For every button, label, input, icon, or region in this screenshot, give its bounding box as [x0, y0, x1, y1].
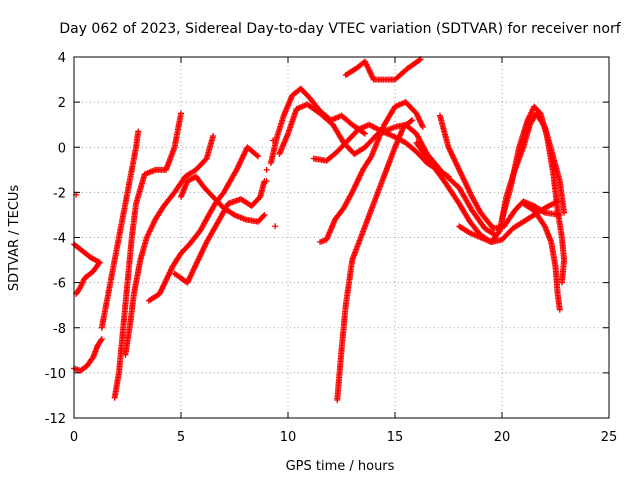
x-axis-label: GPS time / hours: [286, 459, 395, 474]
data-point: [272, 223, 279, 230]
y-tick-label: 0: [58, 141, 66, 156]
y-tick-label: -2: [53, 186, 66, 201]
data-point: [253, 152, 260, 159]
data-point: [416, 57, 423, 64]
data-point: [178, 110, 184, 117]
y-tick-label: -6: [53, 277, 66, 292]
chart-title: Day 062 of 2023, Sidereal Day-to-day VTE…: [59, 21, 621, 37]
ticks: 0 5 10 15 20 25 -12 -10 -8 -6 -4 -2 0 2 4: [45, 51, 618, 445]
x-tick-label: 25: [601, 430, 618, 445]
grid: [74, 57, 609, 418]
x-tick-label: 10: [280, 430, 297, 445]
x-tick-label: 0: [70, 430, 78, 445]
data-point: [255, 153, 262, 160]
x-tick-label: 20: [494, 430, 511, 445]
y-tick-label: -12: [45, 412, 66, 427]
y-tick-label: 2: [58, 96, 66, 111]
data-point: [261, 211, 268, 218]
y-tick-label: 4: [58, 51, 66, 66]
data-point: [360, 129, 367, 136]
y-tick-label: -4: [53, 232, 66, 247]
data-point: [270, 137, 277, 144]
data-point: [556, 306, 563, 313]
y-axis-label: SDTVAR / TECUs: [7, 185, 22, 292]
data-point: [98, 336, 105, 343]
data-point: [558, 279, 565, 286]
data-point: [407, 118, 414, 125]
y-tick-label: -10: [45, 367, 66, 382]
data-point: [135, 128, 142, 135]
x-tick-label: 15: [387, 430, 404, 445]
data-point: [409, 117, 416, 124]
data-layer: [71, 56, 568, 403]
data-point: [419, 123, 426, 130]
y-tick-label: -8: [53, 322, 66, 337]
data-point: [260, 213, 267, 220]
x-tick-label: 5: [177, 430, 185, 445]
data-point: [263, 166, 270, 173]
data-point: [540, 208, 547, 215]
data-point: [362, 130, 369, 137]
data-point: [561, 209, 568, 216]
data-point: [263, 178, 270, 185]
data-point: [495, 228, 502, 235]
data-point: [210, 132, 217, 139]
